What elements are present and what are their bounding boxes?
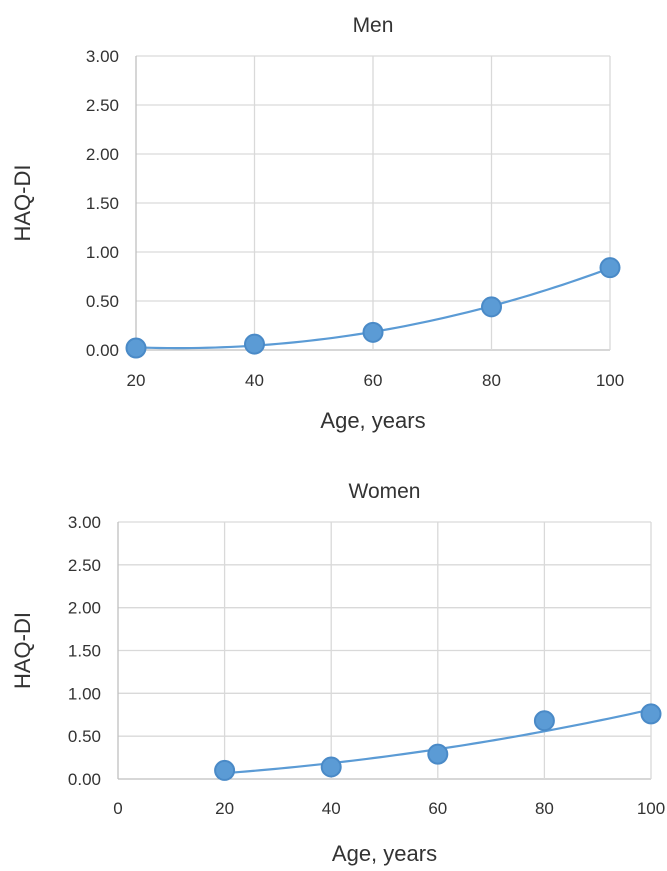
chart-title: Women <box>349 480 421 503</box>
data-point <box>533 710 555 732</box>
y-tick-label: 2.00 <box>86 145 119 164</box>
y-axis-label: HAQ-DI <box>10 612 35 689</box>
data-point <box>320 756 342 778</box>
x-axis-label: Age, years <box>320 408 425 433</box>
x-tick-label: 20 <box>127 371 146 390</box>
data-point <box>640 703 662 725</box>
y-tick-label: 1.00 <box>68 684 101 703</box>
y-tick-label: 0.50 <box>86 292 119 311</box>
x-tick-label: 80 <box>482 371 501 390</box>
chart-title: Men <box>353 14 394 37</box>
data-point <box>599 257 621 279</box>
y-tick-label: 3.00 <box>86 47 119 66</box>
y-tick-label: 2.50 <box>86 96 119 115</box>
chart-men: 0.00 0.50 1.00 1.50 2.00 2.50 3.00 20 40 60 80 100 M… <box>10 14 624 433</box>
data-point <box>214 759 236 781</box>
data-point <box>125 337 147 359</box>
x-tick-label: 100 <box>596 371 624 390</box>
x-tick-label: 60 <box>428 799 447 818</box>
y-tick-label: 0.00 <box>86 341 119 360</box>
x-axis-label: Age, years <box>332 841 437 866</box>
chart-women: 0.00 0.50 1.00 1.50 2.00 2.50 3.00 0 20 40 60 80 100… <box>10 480 665 866</box>
y-tick-label: 0.00 <box>68 770 101 789</box>
x-tick-label: 0 <box>113 799 122 818</box>
y-tick-label: 0.50 <box>68 727 101 746</box>
y-tick-label: 3.00 <box>68 513 101 532</box>
data-point <box>427 743 449 765</box>
data-point <box>481 296 502 318</box>
y-tick-label: 1.50 <box>86 194 119 213</box>
y-axis-label: HAQ-DI <box>10 165 35 242</box>
x-tick-label: 100 <box>637 799 665 818</box>
data-point <box>362 321 384 343</box>
x-tick-label: 20 <box>215 799 234 818</box>
x-tick-label: 40 <box>322 799 341 818</box>
x-tick-label: 60 <box>364 371 383 390</box>
data-point <box>244 333 265 355</box>
y-tick-label: 2.50 <box>68 556 101 575</box>
y-tick-label: 2.00 <box>68 599 101 618</box>
y-tick-label: 1.00 <box>86 243 119 262</box>
x-tick-label: 80 <box>535 799 554 818</box>
y-tick-label: 1.50 <box>68 642 101 661</box>
x-tick-label: 40 <box>245 371 264 390</box>
